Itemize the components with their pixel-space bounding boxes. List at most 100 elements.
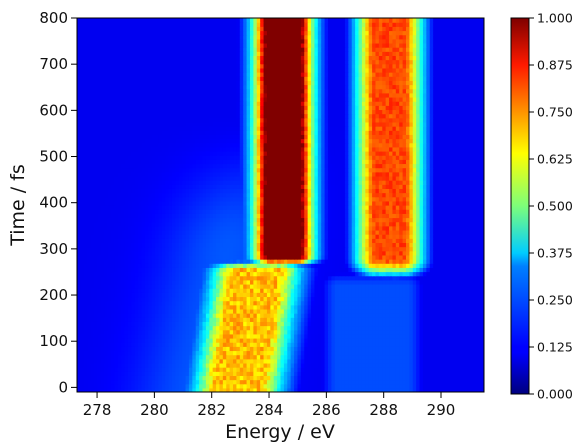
heatmap-cell <box>206 326 210 331</box>
heatmap-cell <box>308 313 312 318</box>
heatmap-cell <box>352 259 356 264</box>
heatmap-cell <box>108 334 112 339</box>
heatmap-cell <box>84 375 88 380</box>
heatmap-cell <box>206 301 210 306</box>
heatmap-cell <box>413 330 417 335</box>
heatmap-cell <box>145 230 149 235</box>
heatmap-cell <box>291 251 295 256</box>
heatmap-cell <box>169 367 173 372</box>
heatmap-cell <box>84 271 88 276</box>
heatmap-cell <box>128 247 132 252</box>
heatmap-cell <box>474 280 478 285</box>
heatmap-cell <box>84 276 88 281</box>
heatmap-cell <box>328 371 332 376</box>
heatmap-cell <box>250 276 254 281</box>
heatmap-cell <box>230 238 234 243</box>
heatmap-cell <box>84 234 88 239</box>
heatmap-cell <box>108 375 112 380</box>
heatmap-cell <box>267 242 271 247</box>
heatmap-cell <box>328 384 332 389</box>
heatmap-cell <box>291 346 295 351</box>
heatmap-cell <box>145 301 149 306</box>
heatmap-cell <box>352 263 356 268</box>
heatmap-cell <box>250 280 254 285</box>
heatmap-cell <box>352 309 356 314</box>
heatmap-cell <box>291 226 295 231</box>
heatmap-cell <box>128 234 132 239</box>
heatmap-cell <box>84 284 88 289</box>
heatmap-cell <box>84 371 88 376</box>
heatmap-cell <box>189 359 193 364</box>
heatmap-cell <box>267 305 271 310</box>
heatmap-cell <box>206 217 210 222</box>
heatmap-cell <box>84 280 88 285</box>
heatmap-cell <box>352 321 356 326</box>
heatmap-cell <box>128 321 132 326</box>
heatmap-cell <box>145 267 149 272</box>
heatmap-cell <box>413 301 417 306</box>
heatmap-cell <box>145 305 149 310</box>
heatmap-cell <box>230 380 234 385</box>
heatmap-cell <box>189 301 193 306</box>
heatmap-cell <box>267 255 271 260</box>
heatmap-cell <box>250 230 254 235</box>
heatmap-cell <box>250 292 254 297</box>
heatmap-cell <box>145 342 149 347</box>
heatmap-cell <box>206 276 210 281</box>
heatmap-cell <box>84 255 88 260</box>
heatmap-cell <box>308 371 312 376</box>
heatmap-cell <box>430 359 434 364</box>
heatmap-cell <box>145 384 149 389</box>
heatmap-cell <box>450 305 454 310</box>
heatmap-cell <box>474 338 478 343</box>
heatmap-cell <box>474 384 478 389</box>
heatmap-cell <box>267 309 271 314</box>
heatmap-cell <box>108 301 112 306</box>
heatmap-cell <box>145 255 149 260</box>
heatmap-cell <box>84 292 88 297</box>
heatmap-cell <box>189 276 193 281</box>
heatmap-cell <box>189 309 193 314</box>
heatmap-cell <box>189 363 193 368</box>
heatmap-cell <box>206 309 210 314</box>
heatmap-cell <box>389 350 393 355</box>
heatmap-cell <box>413 292 417 297</box>
heatmap-cell <box>413 305 417 310</box>
heatmap-cell <box>189 288 193 293</box>
heatmap-cell <box>250 288 254 293</box>
heatmap-cell <box>308 334 312 339</box>
heatmap-cell <box>145 355 149 360</box>
heatmap-cell <box>267 263 271 268</box>
heatmap-cell <box>206 251 210 256</box>
heatmap-cell <box>474 284 478 289</box>
heatmap-cell <box>169 330 173 335</box>
heatmap-cell <box>291 309 295 314</box>
heatmap-cell <box>450 234 454 239</box>
heatmap-cell <box>291 305 295 310</box>
heatmap-cell <box>108 251 112 256</box>
heatmap-cell <box>328 288 332 293</box>
heatmap-cell <box>308 271 312 276</box>
heatmap-cell <box>108 350 112 355</box>
heatmap-cell <box>206 338 210 343</box>
heatmap-cell <box>369 296 373 301</box>
heatmap-cell <box>84 309 88 314</box>
heatmap-cell <box>413 230 417 235</box>
heatmap-cell <box>308 276 312 281</box>
heatmap-cell <box>250 330 254 335</box>
heatmap-cell <box>328 276 332 281</box>
heatmap-cell <box>352 226 356 231</box>
heatmap-cell <box>291 247 295 252</box>
heatmap-cell <box>267 276 271 281</box>
heatmap-cell <box>328 313 332 318</box>
heatmap-cell <box>389 238 393 243</box>
heatmap-cell <box>128 326 132 331</box>
heatmap-cell <box>189 296 193 301</box>
heatmap-cell <box>108 371 112 376</box>
heatmap-cell <box>108 280 112 285</box>
heatmap-cell <box>328 222 332 227</box>
heatmap-cell <box>389 326 393 331</box>
heatmap-cell <box>169 305 173 310</box>
heatmap-cell <box>128 380 132 385</box>
heatmap-cell <box>389 309 393 314</box>
